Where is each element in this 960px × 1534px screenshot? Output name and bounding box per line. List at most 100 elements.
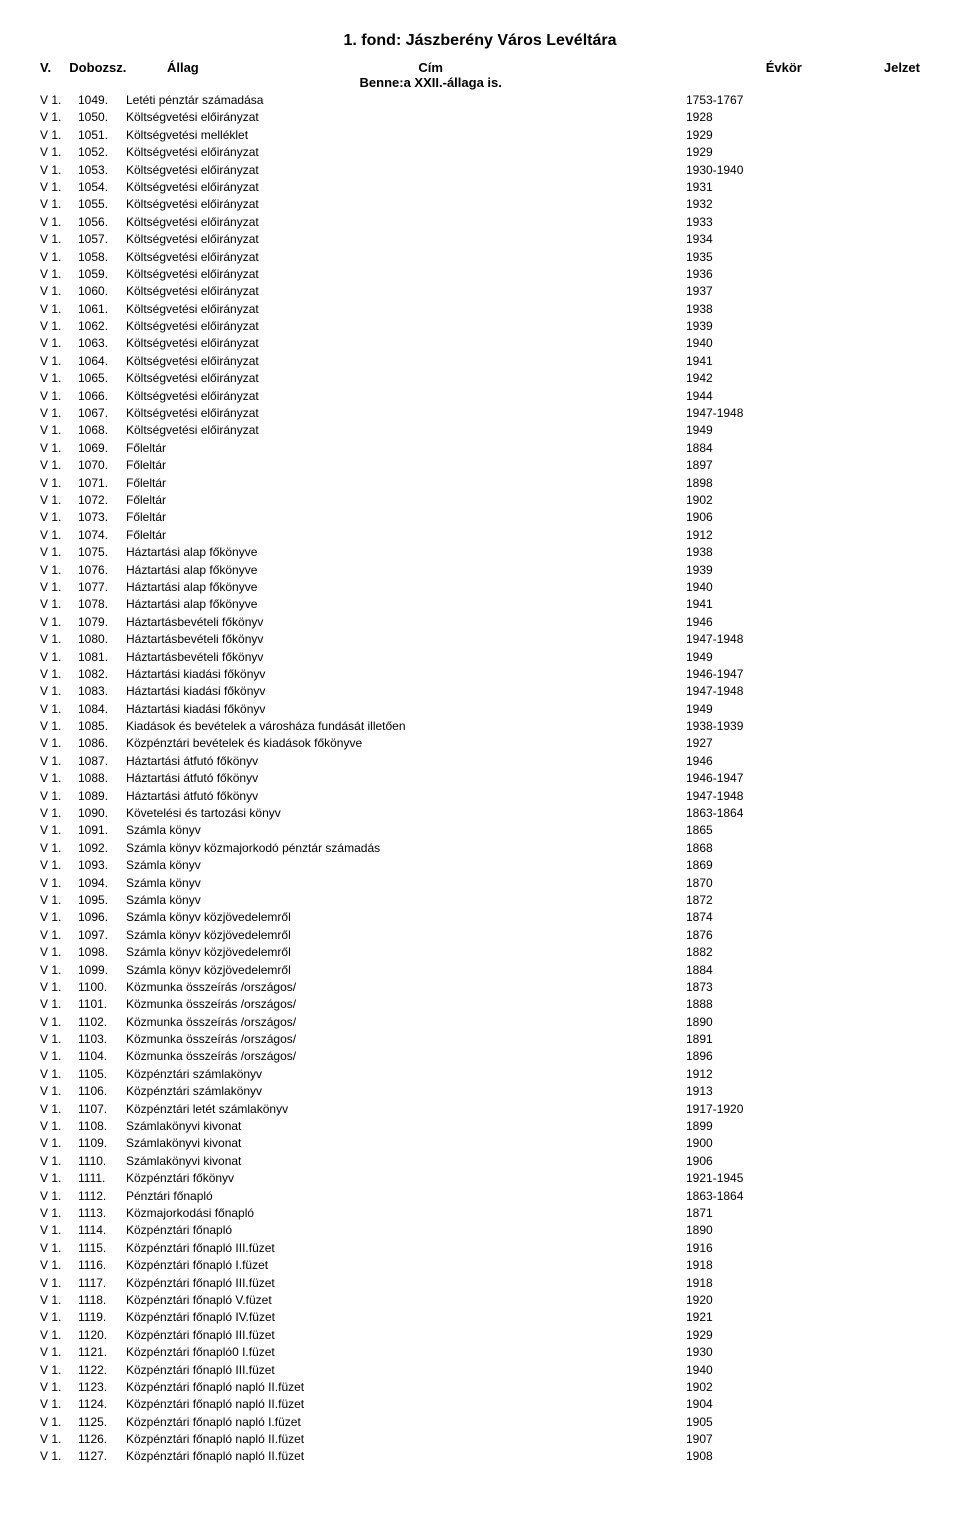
row-number: 1118.	[78, 1292, 126, 1309]
row-year: 1906	[686, 509, 826, 526]
table-row: V 1.1123.Közpénztári főnapló napló II.fü…	[40, 1379, 920, 1396]
row-number: 1106.	[78, 1083, 126, 1100]
row-number: 1098.	[78, 944, 126, 961]
row-year: 1936	[686, 266, 826, 283]
row-title: Költségvetési előirányzat	[126, 388, 686, 405]
row-prefix: V 1.	[40, 457, 78, 474]
table-row: V 1.1091.Számla könyv1865	[40, 822, 920, 839]
row-year: 1902	[686, 492, 826, 509]
row-title: Számlakönyvi kivonat	[126, 1153, 686, 1170]
table-row: V 1.1093.Számla könyv1869	[40, 857, 920, 874]
table-row: V 1.1098.Számla könyv közjövedelemről188…	[40, 944, 920, 961]
table-row: V 1.1068.Költségvetési előirányzat1949	[40, 422, 920, 439]
header-dobozsz: Dobozsz.	[69, 60, 167, 75]
row-year: 1906	[686, 1153, 826, 1170]
row-number: 1050.	[78, 109, 126, 126]
table-row: V 1.1113.Közmajorkodási főnapló1871	[40, 1205, 920, 1222]
row-year: 1872	[686, 892, 826, 909]
table-row: V 1.1111.Közpénztári főkönyv1921-1945	[40, 1170, 920, 1187]
row-title: Háztartási átfutó főkönyv	[126, 770, 686, 787]
sub-header-text: Benne:a XXII.-állaga is.	[235, 75, 626, 90]
row-prefix: V 1.	[40, 718, 78, 735]
row-number: 1052.	[78, 144, 126, 161]
row-prefix: V 1.	[40, 753, 78, 770]
row-year: 1913	[686, 1083, 826, 1100]
row-prefix: V 1.	[40, 649, 78, 666]
row-number: 1058.	[78, 249, 126, 266]
table-row: V 1.1125.Közpénztári főnapló napló I.füz…	[40, 1414, 920, 1431]
table-row: V 1.1124.Közpénztári főnapló napló II.fü…	[40, 1396, 920, 1413]
row-year: 1941	[686, 596, 826, 613]
row-year: 1921	[686, 1309, 826, 1326]
row-title: Közpénztári bevételek és kiadások főköny…	[126, 735, 686, 752]
table-row: V 1.1087.Háztartási átfutó főkönyv1946	[40, 753, 920, 770]
row-number: 1101.	[78, 996, 126, 1013]
table-row: V 1.1118.Közpénztári főnapló V.füzet1920	[40, 1292, 920, 1309]
row-prefix: V 1.	[40, 283, 78, 300]
row-prefix: V 1.	[40, 301, 78, 318]
row-prefix: V 1.	[40, 266, 78, 283]
row-year: 1865	[686, 822, 826, 839]
row-number: 1127.	[78, 1448, 126, 1465]
row-year: 1949	[686, 422, 826, 439]
table-row: V 1.1122.Közpénztári főnapló III.füzet19…	[40, 1362, 920, 1379]
row-number: 1107.	[78, 1101, 126, 1118]
header-evkor: Évkör	[626, 60, 842, 75]
row-title: Háztartási alap főkönyve	[126, 544, 686, 561]
row-prefix: V 1.	[40, 770, 78, 787]
row-number: 1074.	[78, 527, 126, 544]
row-year: 1890	[686, 1014, 826, 1031]
table-row: V 1.1117.Közpénztári főnapló III.füzet19…	[40, 1275, 920, 1292]
row-year: 1904	[686, 1396, 826, 1413]
table-row: V 1.1080.Háztartásbevételi főkönyv1947-1…	[40, 631, 920, 648]
row-number: 1110.	[78, 1153, 126, 1170]
row-title: Közpénztári főnapló III.füzet	[126, 1275, 686, 1292]
table-row: V 1.1127.Közpénztári főnapló napló II.fü…	[40, 1448, 920, 1465]
table-row: V 1.1116.Közpénztári főnapló I.füzet1918	[40, 1257, 920, 1274]
row-prefix: V 1.	[40, 892, 78, 909]
row-title: Főleltár	[126, 475, 686, 492]
row-prefix: V 1.	[40, 440, 78, 457]
row-title: Költségvetési előirányzat	[126, 249, 686, 266]
row-prefix: V 1.	[40, 92, 78, 109]
row-title: Költségvetési előirányzat	[126, 266, 686, 283]
row-prefix: V 1.	[40, 127, 78, 144]
row-prefix: V 1.	[40, 1118, 78, 1135]
row-year: 1927	[686, 735, 826, 752]
row-number: 1077.	[78, 579, 126, 596]
row-title: Számla könyv	[126, 892, 686, 909]
row-title: Háztartásbevételi főkönyv	[126, 631, 686, 648]
row-title: Számla könyv	[126, 822, 686, 839]
row-prefix: V 1.	[40, 353, 78, 370]
row-number: 1062.	[78, 318, 126, 335]
header-v: V.	[40, 60, 69, 75]
table-row: V 1.1100.Közmunka összeírás /országos/18…	[40, 979, 920, 996]
row-year: 1931	[686, 179, 826, 196]
table-row: V 1.1114.Közpénztári főnapló1890	[40, 1222, 920, 1239]
table-header: V. Dobozsz. Állag Cím Évkör Jelzet	[40, 60, 920, 75]
row-number: 1111.	[78, 1170, 126, 1187]
row-prefix: V 1.	[40, 788, 78, 805]
row-title: Költségvetési előirányzat	[126, 109, 686, 126]
row-year: 1863-1864	[686, 805, 826, 822]
row-title: Számlakönyvi kivonat	[126, 1135, 686, 1152]
row-number: 1104.	[78, 1048, 126, 1065]
table-row: V 1.1089.Háztartási átfutó főkönyv1947-1…	[40, 788, 920, 805]
row-number: 1055.	[78, 196, 126, 213]
row-title: Háztartási alap főkönyve	[126, 562, 686, 579]
row-year: 1932	[686, 196, 826, 213]
table-row: V 1.1112.Pénztári főnapló1863-1864	[40, 1188, 920, 1205]
row-prefix: V 1.	[40, 405, 78, 422]
row-year: 1939	[686, 562, 826, 579]
row-title: Közpénztári főnapló III.füzet	[126, 1362, 686, 1379]
row-title: Költségvetési melléklet	[126, 127, 686, 144]
row-number: 1114.	[78, 1222, 126, 1239]
row-prefix: V 1.	[40, 196, 78, 213]
row-number: 1109.	[78, 1135, 126, 1152]
row-prefix: V 1.	[40, 492, 78, 509]
row-year: 1949	[686, 701, 826, 718]
row-title: Költségvetési előirányzat	[126, 353, 686, 370]
row-title: Költségvetési előirányzat	[126, 179, 686, 196]
row-year: 1937	[686, 283, 826, 300]
table-row: V 1.1052.Költségvetési előirányzat1929	[40, 144, 920, 161]
